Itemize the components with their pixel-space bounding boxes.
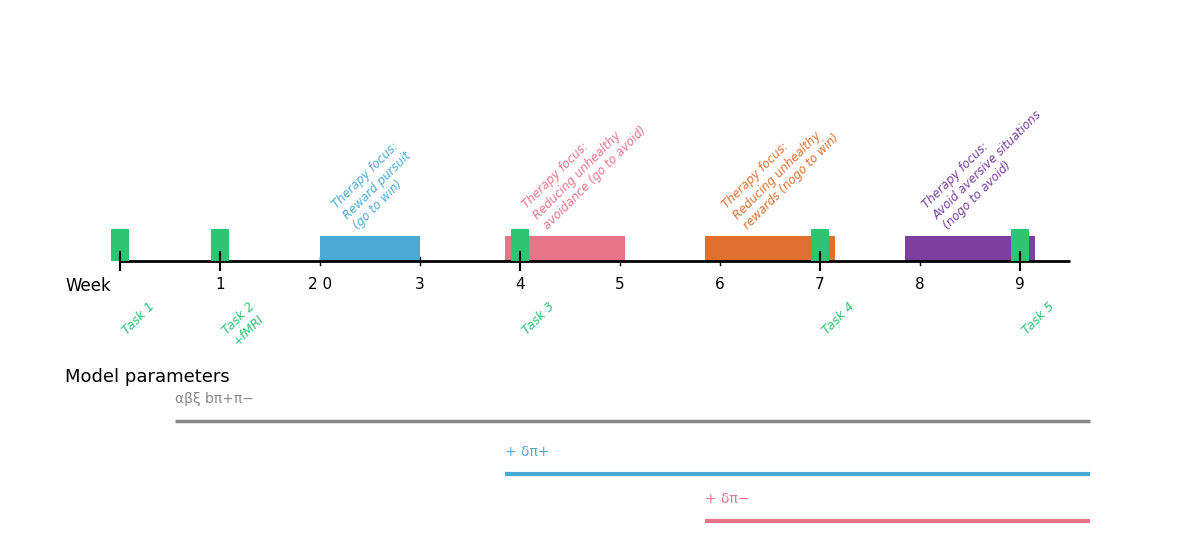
Text: 4: 4: [515, 277, 524, 292]
Text: 7: 7: [815, 277, 824, 292]
Text: Task 5: Task 5: [1020, 300, 1057, 338]
Text: + δπ+: + δπ+: [505, 445, 550, 459]
Bar: [811, 229, 829, 261]
Text: Therapy focus:
Reducing unhealthy
rewards (nogo to win): Therapy focus: Reducing unhealthy reward…: [720, 110, 842, 233]
Bar: [112, 229, 130, 261]
Text: Task 1: Task 1: [120, 300, 157, 338]
Bar: [1012, 229, 1030, 261]
Bar: [706, 236, 835, 261]
Bar: [211, 229, 229, 261]
Bar: [905, 236, 1036, 261]
Text: Therapy focus:
Reducing unhealthy
avoidance (go to avoid): Therapy focus: Reducing unhealthy avoida…: [520, 103, 649, 233]
Text: Task 3: Task 3: [520, 300, 557, 338]
Text: Therapy focus:
Avoid aversive situations
(nogo to avoid): Therapy focus: Avoid aversive situations…: [920, 97, 1055, 233]
Text: 8: 8: [916, 277, 925, 292]
Bar: [505, 236, 625, 261]
Text: 2 0: 2 0: [308, 277, 332, 292]
Text: 5: 5: [616, 277, 625, 292]
Text: 3: 3: [415, 277, 425, 292]
Text: + δπ−: + δπ−: [706, 492, 750, 506]
Text: Therapy focus:
Reward pursuit
(go to win): Therapy focus: Reward pursuit (go to win…: [330, 139, 424, 233]
Text: 9: 9: [1015, 277, 1025, 292]
Text: Task 4: Task 4: [820, 300, 857, 338]
Text: Model parameters: Model parameters: [65, 368, 229, 386]
Bar: [511, 229, 529, 261]
Bar: [320, 236, 420, 261]
Text: 6: 6: [715, 277, 725, 292]
Text: 1: 1: [215, 277, 224, 292]
Text: Task 2
+fMRI: Task 2 +fMRI: [220, 300, 268, 348]
Text: Week: Week: [65, 277, 110, 295]
Text: αβξ bπ+π−: αβξ bπ+π−: [175, 392, 254, 406]
